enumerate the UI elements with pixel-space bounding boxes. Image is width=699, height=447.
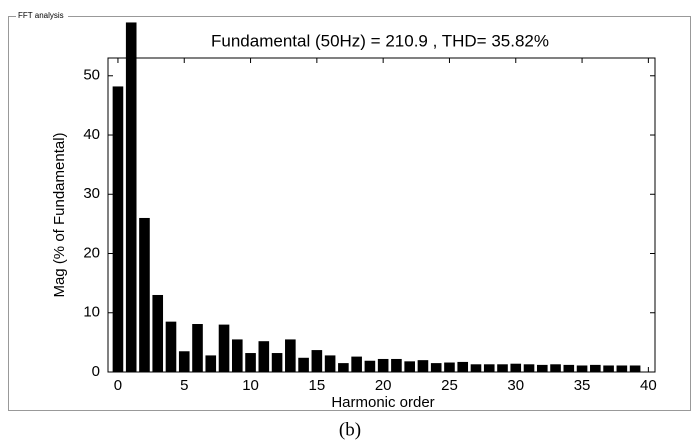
bar xyxy=(629,365,641,372)
x-tick-label: 0 xyxy=(114,377,122,394)
bar xyxy=(470,364,482,372)
bar xyxy=(404,361,415,372)
bar xyxy=(417,360,429,372)
x-tick-label: 35 xyxy=(574,377,591,394)
y-tick-label: 10 xyxy=(83,304,100,321)
bar xyxy=(125,22,137,373)
bar xyxy=(497,364,508,372)
bar xyxy=(550,364,561,372)
y-axis-label: Mag (% of Fundamental) xyxy=(51,132,68,297)
y-tick-label: 20 xyxy=(83,244,100,261)
panel-title: FFT analysis xyxy=(18,11,64,20)
bar xyxy=(258,341,270,372)
bar xyxy=(590,364,601,372)
x-tick-label: 15 xyxy=(309,377,326,394)
bar xyxy=(603,365,614,372)
panel-frame xyxy=(8,16,691,411)
bar xyxy=(178,351,190,372)
bar xyxy=(112,86,124,372)
caption: (b) xyxy=(339,419,361,440)
bar xyxy=(563,364,575,372)
bar xyxy=(245,353,256,372)
bar xyxy=(285,339,296,372)
x-tick-label: 25 xyxy=(441,377,458,394)
bar xyxy=(338,363,349,372)
bar xyxy=(192,324,203,372)
bar xyxy=(391,358,402,372)
bar xyxy=(139,217,150,372)
bar xyxy=(351,356,362,372)
bar xyxy=(430,363,442,372)
bar xyxy=(523,364,535,372)
x-tick-label: 5 xyxy=(180,377,188,394)
bar xyxy=(364,360,376,372)
bar xyxy=(311,350,323,372)
bar xyxy=(298,357,309,372)
bar xyxy=(616,365,628,372)
bar xyxy=(165,321,177,372)
chart-title: Fundamental (50Hz) = 210.9 , THD= 35.82% xyxy=(211,31,549,50)
x-tick-label: 30 xyxy=(507,377,524,394)
bar xyxy=(152,294,164,372)
y-tick-label: 50 xyxy=(83,67,100,84)
bar xyxy=(576,365,588,372)
y-tick-label: 0 xyxy=(92,363,100,380)
x-tick-label: 20 xyxy=(375,377,392,394)
x-tick-label: 10 xyxy=(242,377,259,394)
panel-title-bg xyxy=(16,10,68,22)
axes-box xyxy=(107,57,656,373)
bar xyxy=(510,363,522,372)
bar xyxy=(457,361,469,372)
y-tick-label: 30 xyxy=(83,185,100,202)
bar xyxy=(231,339,243,372)
bar xyxy=(377,358,389,372)
bar xyxy=(483,364,495,372)
bar xyxy=(444,362,455,372)
y-tick-label: 40 xyxy=(83,126,100,143)
x-tick-label: 40 xyxy=(640,377,657,394)
bar xyxy=(271,353,283,372)
bar xyxy=(218,324,230,372)
bar xyxy=(324,355,336,372)
bar xyxy=(536,364,548,372)
bar xyxy=(205,355,217,372)
x-axis-label: Harmonic order xyxy=(331,394,434,411)
